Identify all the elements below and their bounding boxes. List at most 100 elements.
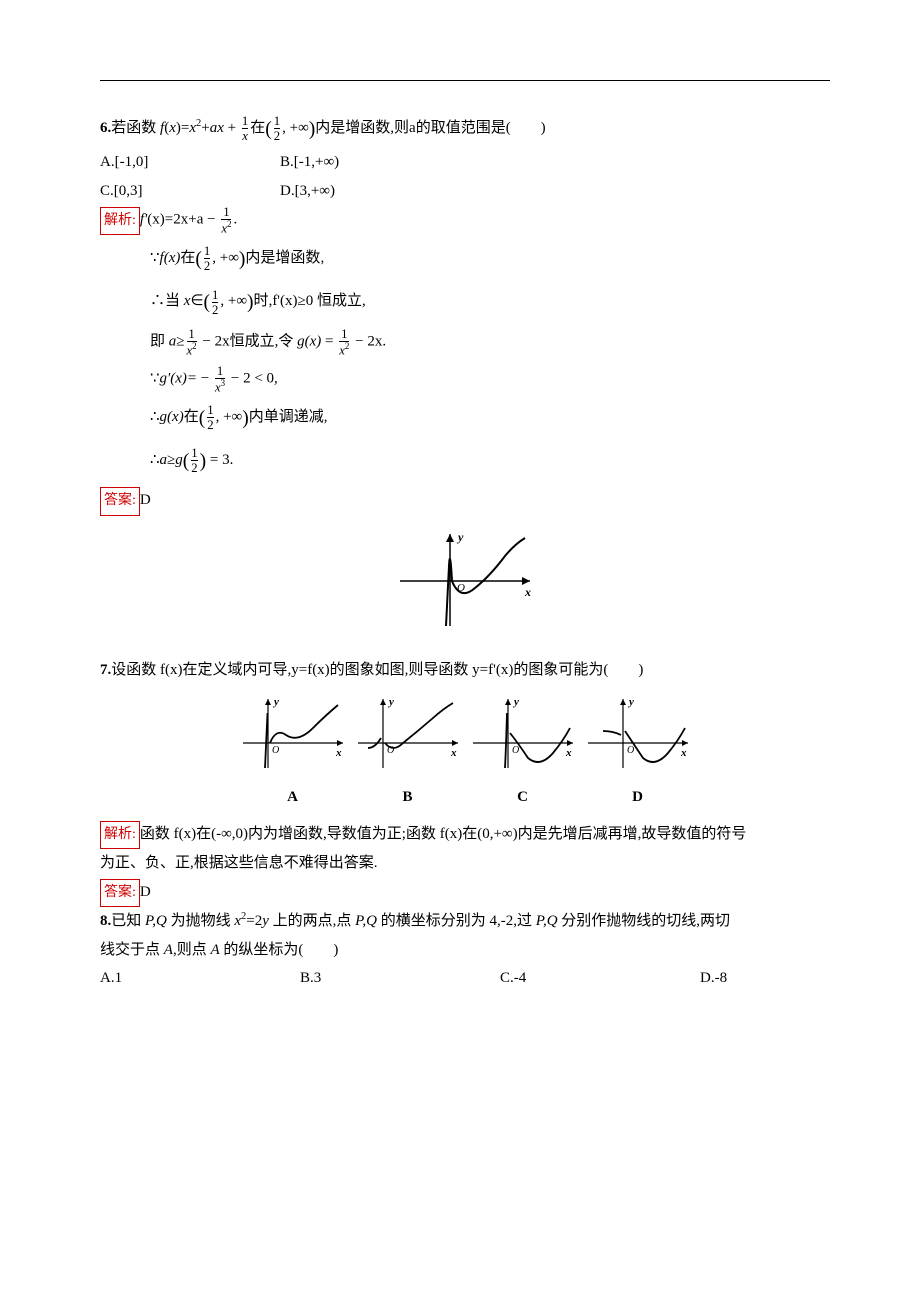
d: 2 (207, 417, 213, 432)
q7-option-figures: O x y A O x y B (100, 693, 830, 812)
q8-options: A.1 B.3 C.-4 D.-8 (100, 964, 830, 993)
comma: , (320, 250, 324, 266)
t4: 的横坐标分别为 4,-2,过 (377, 913, 536, 929)
ci: , +∞ (212, 250, 239, 266)
gx: g(x) (297, 334, 321, 350)
label-d: D (583, 783, 693, 812)
tail: 内单调递减 (249, 409, 324, 425)
q6-text-1: 若函数 (111, 120, 160, 136)
svg-text:x: x (335, 747, 342, 759)
analysis-label: 解析: (100, 821, 140, 850)
comma-inf: , +∞ (282, 120, 309, 136)
n: 1 (215, 364, 225, 378)
svg-text:y: y (627, 696, 634, 708)
d: x2 (339, 341, 349, 357)
q6-frac-1x: 1x (242, 114, 248, 143)
m2x: − 2x (199, 334, 230, 350)
pre: ∵ (150, 370, 160, 386)
t2: 为抛物线 (167, 913, 235, 929)
sq: 2 (227, 219, 231, 229)
q6-steps: ∵f(x)在(12, +∞)内是增函数, ∴当 x∈(12, +∞)时,f'(x… (100, 241, 830, 480)
fig-c-wrap: O x y C (468, 693, 578, 812)
heng: 恒成立 (230, 334, 275, 350)
cube: 3 (221, 378, 225, 388)
sq: 2 (192, 341, 196, 351)
lp: ( (199, 400, 206, 437)
y: y (262, 913, 269, 929)
pq2: P,Q (355, 913, 377, 929)
n: 1 (339, 327, 349, 341)
question-6: 6.若函数 f(x)=x2+ax + 1x在(12, +∞)内是增函数,则a的取… (100, 111, 830, 516)
graph-a: O x y (238, 693, 348, 773)
graph-d: O x y (583, 693, 693, 773)
n: 1 (187, 327, 197, 341)
neg: − (197, 370, 213, 386)
q6-opt-b: B.[-1,+∞) (280, 148, 380, 177)
q7-text: 设函数 f(x)在定义域内可导,y=f(x)的图象如图,则导函数 y=f'(x)… (111, 662, 643, 678)
fp2: (x)=2x+a (147, 212, 203, 228)
step2: ∴当 x∈(12, +∞)时,f'(x)≥0 恒成立, (150, 284, 830, 321)
q6-answer: 答案:D (100, 486, 830, 516)
q7-stem: 7.设函数 f(x)在定义域内可导,y=f(x)的图象如图,则导函数 y=f'(… (100, 656, 830, 685)
graph-main: O x y (390, 526, 540, 636)
svg-text:y: y (512, 696, 519, 708)
q6-stem: 6.若函数 f(x)=x2+ax + 1x在(12, +∞)内是增函数,则a的取… (100, 111, 830, 148)
svg-text:y: y (387, 696, 394, 708)
pq: P,Q (145, 913, 167, 929)
eq: = (321, 334, 337, 350)
answer-value: D (140, 492, 151, 508)
label-b: B (353, 783, 463, 812)
fig-a-wrap: O x y A (238, 693, 348, 812)
answer-label: 答案: (100, 879, 140, 908)
t1: 已知 (111, 913, 145, 929)
q6-ax: ax (210, 120, 224, 136)
svg-text:x: x (565, 747, 572, 759)
period: . (233, 212, 237, 228)
q6-opt-d: D.[3,+∞) (280, 177, 380, 206)
svg-text:x: x (450, 747, 457, 759)
l2a: 线交于点 (100, 942, 164, 958)
ci: , +∞ (220, 293, 247, 309)
fig-b-wrap: O x y B (353, 693, 463, 812)
half: 12 (212, 288, 218, 317)
q6-x: x (169, 120, 176, 136)
step3: 即 a≥1x2 − 2x恒成立,令 g(x) = 1x2 − 2x. (150, 327, 830, 357)
svg-text:O: O (627, 745, 634, 756)
in: ∈ (190, 293, 203, 309)
y-label: y (456, 530, 464, 544)
graph-c: O x y (468, 693, 578, 773)
d: 2 (204, 258, 210, 273)
svg-text:O: O (512, 745, 519, 756)
half: 12 (207, 403, 213, 432)
num: 1 (274, 114, 280, 128)
half: 12 (204, 244, 210, 273)
question-8: 8.已知 P,Q 为抛物线 x2=2y 上的两点,点 P,Q 的横坐标分别为 4… (100, 907, 830, 993)
l2c: 的纵坐标为( ) (220, 942, 339, 958)
answer-label: 答案: (100, 487, 140, 516)
q6-number: 6. (100, 120, 111, 136)
svg-text:x: x (680, 747, 687, 759)
in: 在 (184, 409, 199, 425)
pq3: P,Q (536, 913, 558, 929)
a: a≥ (169, 334, 185, 350)
step5: ∴g(x)在(12, +∞)内单调递减, (150, 400, 830, 437)
step1: ∵f(x)在(12, +∞)内是增函数, (150, 241, 830, 278)
den: x2 (221, 219, 231, 235)
q6-opt-a: A.[-1,0] (100, 148, 200, 177)
lp: ( (183, 443, 190, 480)
gp: g'(x)= (160, 370, 197, 386)
q6-opt-c: C.[0,3] (100, 177, 200, 206)
A: A (164, 942, 173, 958)
q8-opt-a: A.1 (100, 964, 200, 993)
x: x (234, 913, 241, 929)
d: x3 (215, 378, 225, 394)
eq: =2 (246, 913, 262, 929)
n: 1 (191, 446, 197, 460)
n: 1 (204, 244, 210, 258)
a-text1: 函数 f(x)在(-∞,0)内为增函数,导数值为正;函数 f(x)在(0,+∞)… (140, 826, 746, 842)
q6-analysis-line: 解析:f'(x)=2x+a − 1x2. (100, 205, 830, 235)
frac2: 1x2 (339, 327, 349, 357)
svg-text:O: O (387, 745, 394, 756)
q6-plus2: + (228, 120, 240, 136)
q7-number: 7. (100, 662, 111, 678)
